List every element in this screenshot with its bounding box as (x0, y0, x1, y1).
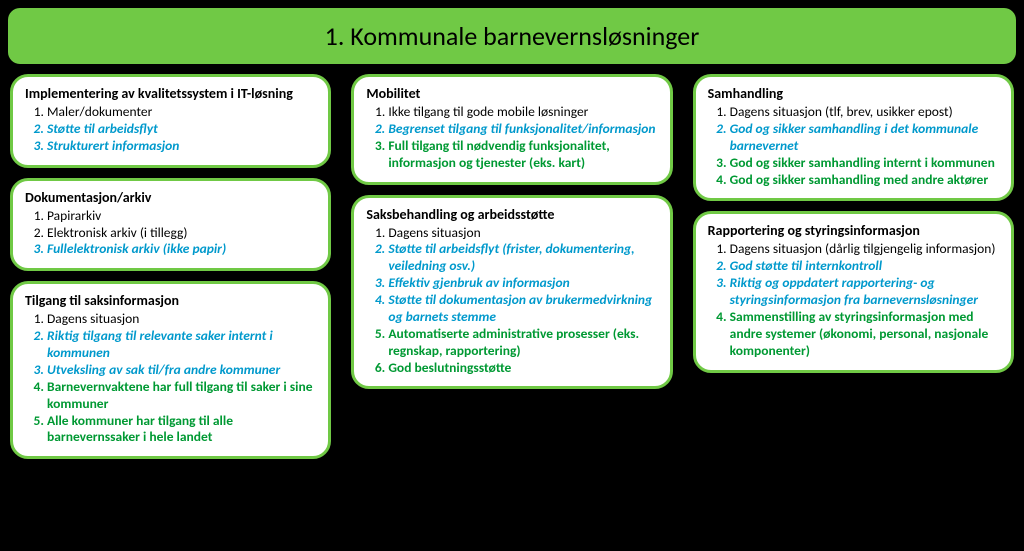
list-item: Fullelektronisk arkiv (ikke papir) (47, 241, 316, 258)
list-item: Dagens situasjon (tlf, brev, usikker epo… (730, 104, 999, 121)
list-item: Riktig og oppdatert rapportering- og sty… (730, 275, 999, 309)
card-title: Implementering av kvalitetssystem i IT-l… (25, 85, 316, 102)
list-item: Maler/dokumenter (47, 104, 316, 121)
card-list: Maler/dokumenterStøtte til arbeidsflytSt… (25, 104, 316, 155)
list-item: God støtte til internkontroll (730, 258, 999, 275)
card-title: Rapportering og styringsinformasjon (708, 222, 999, 239)
list-item: Begrenset tilgang til funksjonalitet/inf… (388, 121, 657, 138)
card-title: Samhandling (708, 85, 999, 102)
card-list: PapirarkivElektronisk arkiv (i tillegg)F… (25, 208, 316, 259)
card-rapportering: Rapportering og styringsinformasjon Dagen… (693, 211, 1014, 372)
columns: Implementering av kvalitetssystem i IT-l… (6, 74, 1018, 459)
list-item: Støtte til dokumentasjon av brukermedvir… (388, 292, 657, 326)
card-list: Dagens situasjonRiktig tilgang til relev… (25, 311, 316, 446)
column-1: Implementering av kvalitetssystem i IT-l… (10, 74, 331, 459)
card-samhandling: Samhandling Dagens situasjon (tlf, brev, … (693, 74, 1014, 201)
list-item: Elektronisk arkiv (i tillegg) (47, 225, 316, 242)
list-item: Ikke tilgang til gode mobile løsninger (388, 104, 657, 121)
list-item: Støtte til arbeidsflyt (frister, dokumen… (388, 241, 657, 275)
card-title: Saksbehandling og arbeidsstøtte (366, 206, 657, 223)
page-title: 1. Kommunale barnevernsløsninger (6, 6, 1018, 66)
list-item: Full tilgang til nødvendig funksjonalite… (388, 138, 657, 172)
column-3: Samhandling Dagens situasjon (tlf, brev, … (693, 74, 1014, 459)
column-2: Mobilitet Ikke tilgang til gode mobile lø… (351, 74, 672, 459)
card-title: Mobilitet (366, 85, 657, 102)
card-implementering: Implementering av kvalitetssystem i IT-l… (10, 74, 331, 168)
list-item: Dagens situasjon (dårlig tilgjengelig in… (730, 241, 999, 258)
list-item: God og sikker samhandling i det kommunal… (730, 121, 999, 155)
card-list: Ikke tilgang til gode mobile løsningerBe… (366, 104, 657, 172)
card-mobilitet: Mobilitet Ikke tilgang til gode mobile lø… (351, 74, 672, 185)
list-item: God og sikker samhandling med andre aktø… (730, 172, 999, 189)
card-title: Tilgang til saksinformasjon (25, 292, 316, 309)
list-item: God og sikker samhandling internt i komm… (730, 155, 999, 172)
list-item: Automatiserte administrative prosesser (… (388, 326, 657, 360)
list-item: Støtte til arbeidsflyt (47, 121, 316, 138)
list-item: Strukturert informasjon (47, 138, 316, 155)
list-item: Alle kommuner har tilgang til alle barne… (47, 413, 316, 447)
list-item: Dagens situasjon (47, 311, 316, 328)
list-item: Riktig tilgang til relevante saker inter… (47, 328, 316, 362)
list-item: Effektiv gjenbruk av informasjon (388, 275, 657, 292)
list-item: Sammenstilling av styringsinformasjon me… (730, 309, 999, 360)
card-tilgang: Tilgang til saksinformasjon Dagens situas… (10, 281, 331, 459)
list-item: Papirarkiv (47, 208, 316, 225)
card-title: Dokumentasjon/arkiv (25, 189, 316, 206)
list-item: God beslutningsstøtte (388, 360, 657, 377)
list-item: Utveksling av sak til/fra andre kommuner (47, 362, 316, 379)
card-list: Dagens situasjonStøtte til arbeidsflyt (… (366, 225, 657, 377)
card-dokumentasjon: Dokumentasjon/arkiv PapirarkivElektronisk… (10, 178, 331, 272)
card-list: Dagens situasjon (tlf, brev, usikker epo… (708, 104, 999, 188)
card-list: Dagens situasjon (dårlig tilgjengelig in… (708, 241, 999, 359)
list-item: Barnevernvaktene har full tilgang til sa… (47, 379, 316, 413)
card-saksbehandling: Saksbehandling og arbeidsstøtte Dagens si… (351, 195, 672, 390)
list-item: Dagens situasjon (388, 225, 657, 242)
